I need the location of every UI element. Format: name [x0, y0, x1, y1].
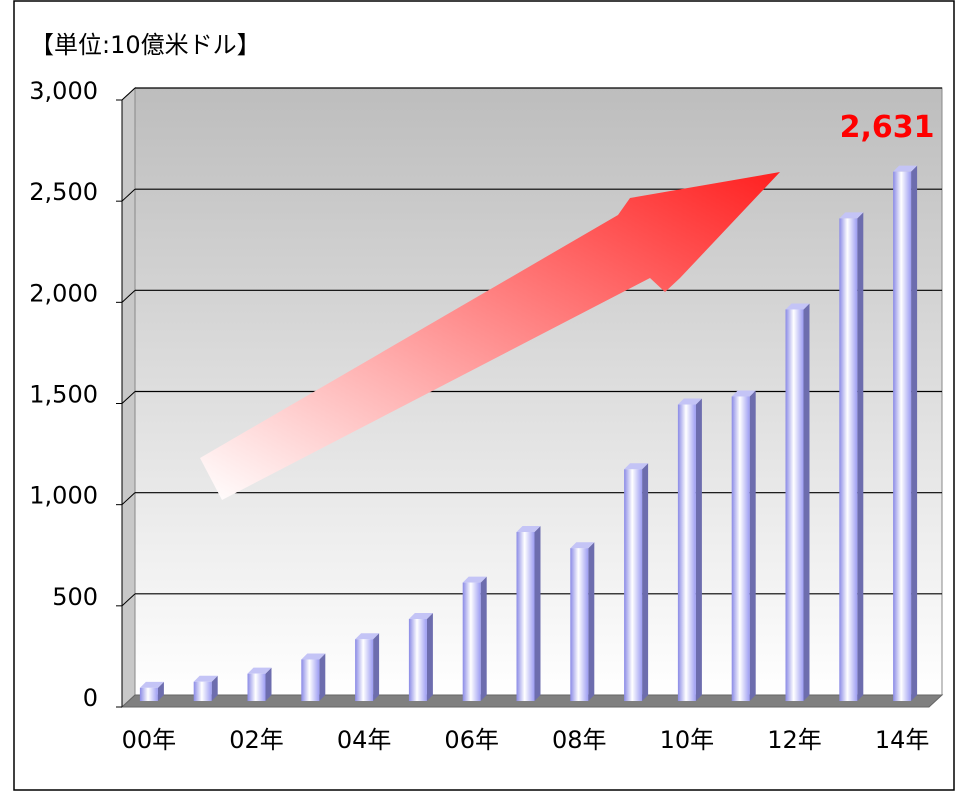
grid-line-side: [121, 188, 136, 202]
bar: [301, 659, 320, 701]
bar: [839, 218, 858, 701]
bar: [893, 171, 912, 701]
bar: [462, 582, 481, 701]
bar-side: [426, 613, 433, 701]
bar: [408, 619, 427, 701]
bar-top: [355, 633, 380, 640]
y-tick-label: 2,500: [29, 178, 98, 206]
bar-top: [408, 613, 433, 620]
bar-side: [857, 212, 864, 701]
y-tick-label: 3,000: [29, 77, 98, 105]
y-tick-label: 0: [83, 684, 98, 712]
bar: [193, 681, 212, 701]
bar: [139, 687, 158, 701]
y-tick-label: 1,000: [29, 482, 98, 510]
x-tick-label: 10年: [660, 726, 715, 754]
bar-top: [893, 165, 918, 172]
y-tick-label: 500: [52, 583, 98, 611]
bar-top: [624, 463, 649, 470]
bar: [785, 309, 804, 701]
bar-side: [265, 667, 272, 701]
bar-side: [319, 653, 326, 701]
grid-line-side: [121, 87, 136, 101]
bar-side: [480, 576, 487, 701]
bar: [731, 396, 750, 701]
bar-top: [570, 542, 595, 549]
bar-side: [157, 681, 164, 701]
bar: [624, 469, 643, 701]
grid-line-side: [121, 593, 136, 607]
bar-top: [839, 212, 864, 219]
bar-side: [534, 526, 541, 701]
x-tick-label: 02年: [229, 726, 284, 754]
x-tick-label: 08年: [552, 726, 607, 754]
bar-side: [695, 398, 702, 701]
bar-side: [803, 303, 810, 701]
bar: [570, 548, 589, 701]
bar-side: [749, 390, 756, 701]
trend-arrow: [200, 172, 780, 500]
bar-side: [211, 675, 218, 701]
bar-top: [785, 303, 810, 310]
y-axis-label: 【単位:10億米ドル】: [30, 31, 261, 59]
grid-line-side: [121, 391, 136, 404]
value-label: 2,631: [840, 110, 935, 145]
bar-top: [247, 667, 272, 674]
x-tick-label: 14年: [875, 726, 930, 754]
grid-line-side: [121, 492, 136, 506]
bar-top: [193, 675, 218, 682]
bar-top: [139, 681, 164, 688]
bar-side: [911, 165, 918, 701]
x-tick-label: 12年: [767, 726, 822, 754]
x-tick-label: 00年: [122, 726, 177, 754]
y-tick-label: 1,500: [29, 381, 98, 409]
bar: [247, 673, 266, 701]
bar-top: [516, 526, 541, 533]
bar-side: [642, 463, 649, 701]
grid-line-side: [121, 289, 136, 303]
y-tick-label: 2,000: [29, 279, 98, 307]
bar-side: [373, 633, 380, 701]
bar: [677, 404, 696, 701]
bar-top: [301, 653, 326, 660]
x-tick-label: 04年: [337, 726, 392, 754]
bar-top: [677, 398, 702, 405]
bar: [516, 532, 535, 701]
bar-top: [731, 390, 756, 397]
bar: [355, 639, 374, 701]
bar-side: [588, 542, 595, 701]
x-tick-label: 06年: [444, 726, 499, 754]
bar-top: [462, 576, 487, 583]
